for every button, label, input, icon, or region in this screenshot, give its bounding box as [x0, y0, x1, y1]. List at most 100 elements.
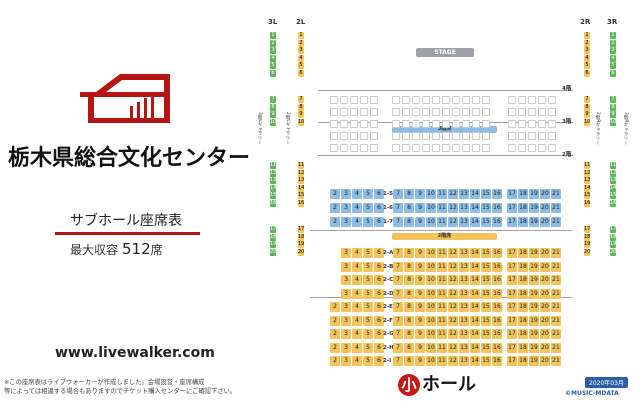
side-seat-2r[interactable]: 17	[584, 226, 591, 233]
seat[interactable]: 16	[492, 343, 502, 353]
seat[interactable]: 13	[459, 302, 469, 312]
side-seat-3l[interactable]: 6	[270, 70, 276, 77]
side-seat-2r[interactable]: 20	[584, 249, 591, 256]
unnumbered-seat[interactable]	[340, 108, 348, 116]
seat[interactable]: 15	[481, 356, 491, 366]
unnumbered-seat[interactable]	[432, 120, 440, 128]
seat[interactable]: 5	[363, 343, 373, 353]
unnumbered-seat[interactable]	[528, 108, 536, 116]
seat[interactable]: 7	[393, 203, 403, 213]
unnumbered-seat[interactable]	[392, 132, 400, 140]
seat[interactable]: 6	[374, 302, 384, 312]
unnumbered-seat[interactable]	[432, 144, 440, 152]
side-seat-2l[interactable]: 13	[298, 177, 305, 184]
seat[interactable]: 14	[470, 217, 480, 227]
seat[interactable]: 16	[492, 275, 502, 285]
seat[interactable]: 18	[518, 316, 528, 326]
seat[interactable]: 13	[459, 248, 469, 258]
seat[interactable]: 18	[518, 189, 528, 199]
side-seat-2r[interactable]: 7	[584, 96, 590, 103]
seat[interactable]: 4	[352, 189, 362, 199]
seat[interactable]: 17	[507, 189, 517, 199]
seat[interactable]: 16	[492, 329, 502, 339]
seat[interactable]: 5	[363, 329, 373, 339]
seat[interactable]: 15	[481, 248, 491, 258]
seat[interactable]: 11	[437, 316, 447, 326]
seat[interactable]: 19	[529, 203, 539, 213]
seat[interactable]: 9	[415, 356, 425, 366]
seat[interactable]: 11	[437, 343, 447, 353]
seat[interactable]: 17	[507, 302, 517, 312]
seat[interactable]: 8	[404, 289, 414, 299]
seat[interactable]: 10	[426, 189, 436, 199]
side-seat-2l[interactable]: 9	[298, 111, 304, 118]
unnumbered-seat[interactable]	[422, 132, 430, 140]
seat[interactable]: 8	[404, 189, 414, 199]
unnumbered-seat[interactable]	[518, 132, 526, 140]
seat[interactable]: 10	[426, 203, 436, 213]
seat[interactable]: 19	[529, 316, 539, 326]
unnumbered-seat[interactable]	[462, 96, 470, 104]
seat[interactable]: 6	[374, 316, 384, 326]
seat[interactable]: 5	[363, 316, 373, 326]
seat[interactable]: 15	[481, 203, 491, 213]
seat[interactable]: 16	[492, 316, 502, 326]
side-seat-2l[interactable]: 1	[298, 32, 304, 39]
unnumbered-seat[interactable]	[432, 108, 440, 116]
seat[interactable]: 3	[341, 217, 351, 227]
seat[interactable]: 3	[341, 302, 351, 312]
side-seat-3r[interactable]: 7	[610, 96, 616, 103]
seat[interactable]: 14	[470, 329, 480, 339]
side-seat-2r[interactable]: 19	[584, 241, 591, 248]
seat[interactable]: 15	[481, 343, 491, 353]
side-seat-2r[interactable]: 5	[584, 62, 590, 69]
side-seat-3l[interactable]: 2	[270, 40, 276, 47]
unnumbered-seat[interactable]	[360, 132, 368, 140]
seat[interactable]: 18	[518, 356, 528, 366]
unnumbered-seat[interactable]	[528, 120, 536, 128]
seat[interactable]: 20	[540, 356, 550, 366]
unnumbered-seat[interactable]	[538, 96, 546, 104]
unnumbered-seat[interactable]	[548, 132, 556, 140]
side-seat-2r[interactable]: 11	[584, 162, 591, 169]
seat[interactable]: 10	[426, 275, 436, 285]
seat[interactable]: 20	[540, 248, 550, 258]
seat[interactable]: 21	[551, 203, 561, 213]
seat[interactable]: 17	[507, 217, 517, 227]
seat[interactable]: 2	[330, 189, 340, 199]
side-seat-3l[interactable]: 16	[270, 200, 277, 207]
seat[interactable]: 12	[448, 289, 458, 299]
unnumbered-seat[interactable]	[518, 144, 526, 152]
seat[interactable]: 12	[448, 329, 458, 339]
side-seat-3l[interactable]: 1	[270, 32, 276, 39]
seat[interactable]: 2	[330, 316, 340, 326]
side-seat-2l[interactable]: 5	[298, 62, 304, 69]
unnumbered-seat[interactable]	[528, 96, 536, 104]
seat[interactable]: 14	[470, 262, 480, 272]
unnumbered-seat[interactable]	[548, 96, 556, 104]
unnumbered-seat[interactable]	[538, 120, 546, 128]
seat[interactable]: 14	[470, 356, 480, 366]
seat[interactable]: 13	[459, 262, 469, 272]
unnumbered-seat[interactable]	[472, 132, 480, 140]
seat[interactable]: 8	[404, 302, 414, 312]
seat[interactable]: 12	[448, 356, 458, 366]
seat[interactable]: 6	[374, 248, 384, 258]
seat[interactable]: 13	[459, 316, 469, 326]
side-seat-3r[interactable]: 1	[610, 32, 616, 39]
seat[interactable]: 8	[404, 329, 414, 339]
side-seat-3r[interactable]: 18	[610, 234, 617, 241]
seat[interactable]: 15	[481, 302, 491, 312]
side-seat-3r[interactable]: 20	[610, 249, 617, 256]
seat[interactable]: 8	[404, 356, 414, 366]
seat[interactable]: 18	[518, 262, 528, 272]
unnumbered-seat[interactable]	[350, 132, 358, 140]
side-seat-3l[interactable]: 3	[270, 47, 276, 54]
seat[interactable]: 3	[341, 189, 351, 199]
seat[interactable]: 10	[426, 343, 436, 353]
unnumbered-seat[interactable]	[508, 132, 516, 140]
seat[interactable]: 11	[437, 302, 447, 312]
side-seat-3r[interactable]: 11	[610, 162, 617, 169]
side-seat-3r[interactable]: 13	[610, 177, 617, 184]
seat[interactable]: 3	[341, 343, 351, 353]
